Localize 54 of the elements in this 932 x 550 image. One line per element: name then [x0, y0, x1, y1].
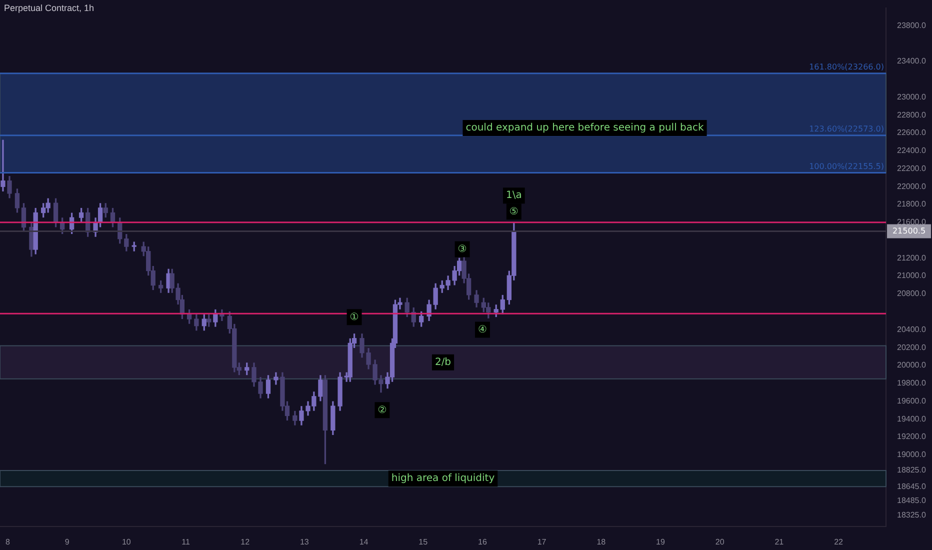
y-tick-label: 20800.0: [897, 289, 926, 298]
annotation: ⑤: [509, 206, 518, 218]
y-tick-label: 20200.0: [897, 342, 926, 352]
y-tick-label: 20400.0: [897, 324, 926, 334]
band-label: high area of liquidity: [391, 473, 495, 484]
ref-line-label: 21500.5: [892, 226, 926, 236]
y-tick-label: 20000.0: [897, 360, 926, 370]
annotation: ①: [350, 312, 359, 323]
annotation: ②: [378, 404, 387, 416]
y-tick-label: 21800.0: [897, 200, 926, 209]
y-tick-label: 18325.0: [897, 510, 926, 520]
band-label: 2/b: [434, 356, 452, 368]
x-tick-label: 9: [64, 537, 70, 546]
x-tick-label: 20: [715, 537, 725, 546]
y-tick-label: 22000.0: [897, 182, 926, 191]
y-tick-label: 23000.0: [897, 92, 926, 102]
x-tick-label: 19: [656, 537, 666, 546]
y-tick-label: 21200.0: [897, 253, 926, 262]
y-tick-label: 19000.0: [897, 450, 926, 460]
y-tick-label: 19400.0: [897, 414, 926, 424]
x-tick-label: 14: [359, 537, 369, 546]
x-tick-label: 8: [5, 537, 10, 546]
x-tick-label: 12: [240, 537, 250, 546]
x-tick-label: 10: [122, 537, 132, 546]
y-tick-label: 22400.0: [897, 146, 926, 156]
ref-line-label: 161.80%(23266.0): [809, 62, 884, 72]
y-tick-label: 22200.0: [897, 164, 926, 173]
x-tick-label: 17: [537, 537, 547, 546]
y-tick-label: 19200.0: [897, 432, 926, 442]
ref-line-label: 123.60%(22573.0): [809, 124, 884, 134]
x-tick-label: 22: [834, 537, 844, 546]
annotation: ④: [478, 324, 487, 336]
y-tick-label: 18485.0: [897, 496, 926, 506]
y-tick-label: 18645.0: [897, 482, 926, 491]
y-tick-label: 22600.0: [897, 128, 926, 138]
x-tick-label: 18: [596, 537, 606, 546]
x-tick-label: 21: [774, 537, 784, 546]
annotation: 1\a: [506, 190, 522, 202]
y-tick-label: 21000.0: [897, 271, 926, 280]
x-tick-label: 15: [418, 537, 428, 546]
y-tick-label: 23400.0: [897, 56, 926, 66]
y-tick-label: 19800.0: [897, 378, 926, 388]
ref-line-label: 100.00%(22155.5): [809, 162, 884, 171]
y-tick-label: 18825.0: [897, 466, 926, 475]
y-tick-label: 22800.0: [897, 110, 926, 120]
annotation: could expand up here before seeing a pull back: [466, 122, 704, 134]
x-tick-label: 13: [300, 537, 310, 546]
x-tick-label: 16: [478, 537, 488, 546]
y-tick-label: 19600.0: [897, 396, 926, 406]
x-tick-label: 11: [182, 537, 190, 546]
annotation: ③: [458, 244, 467, 255]
candlestick: [0, 140, 6, 192]
y-tick-label: 23800.0: [897, 20, 926, 30]
chart-title: Perpetual Contract, 1h: [4, 3, 94, 13]
